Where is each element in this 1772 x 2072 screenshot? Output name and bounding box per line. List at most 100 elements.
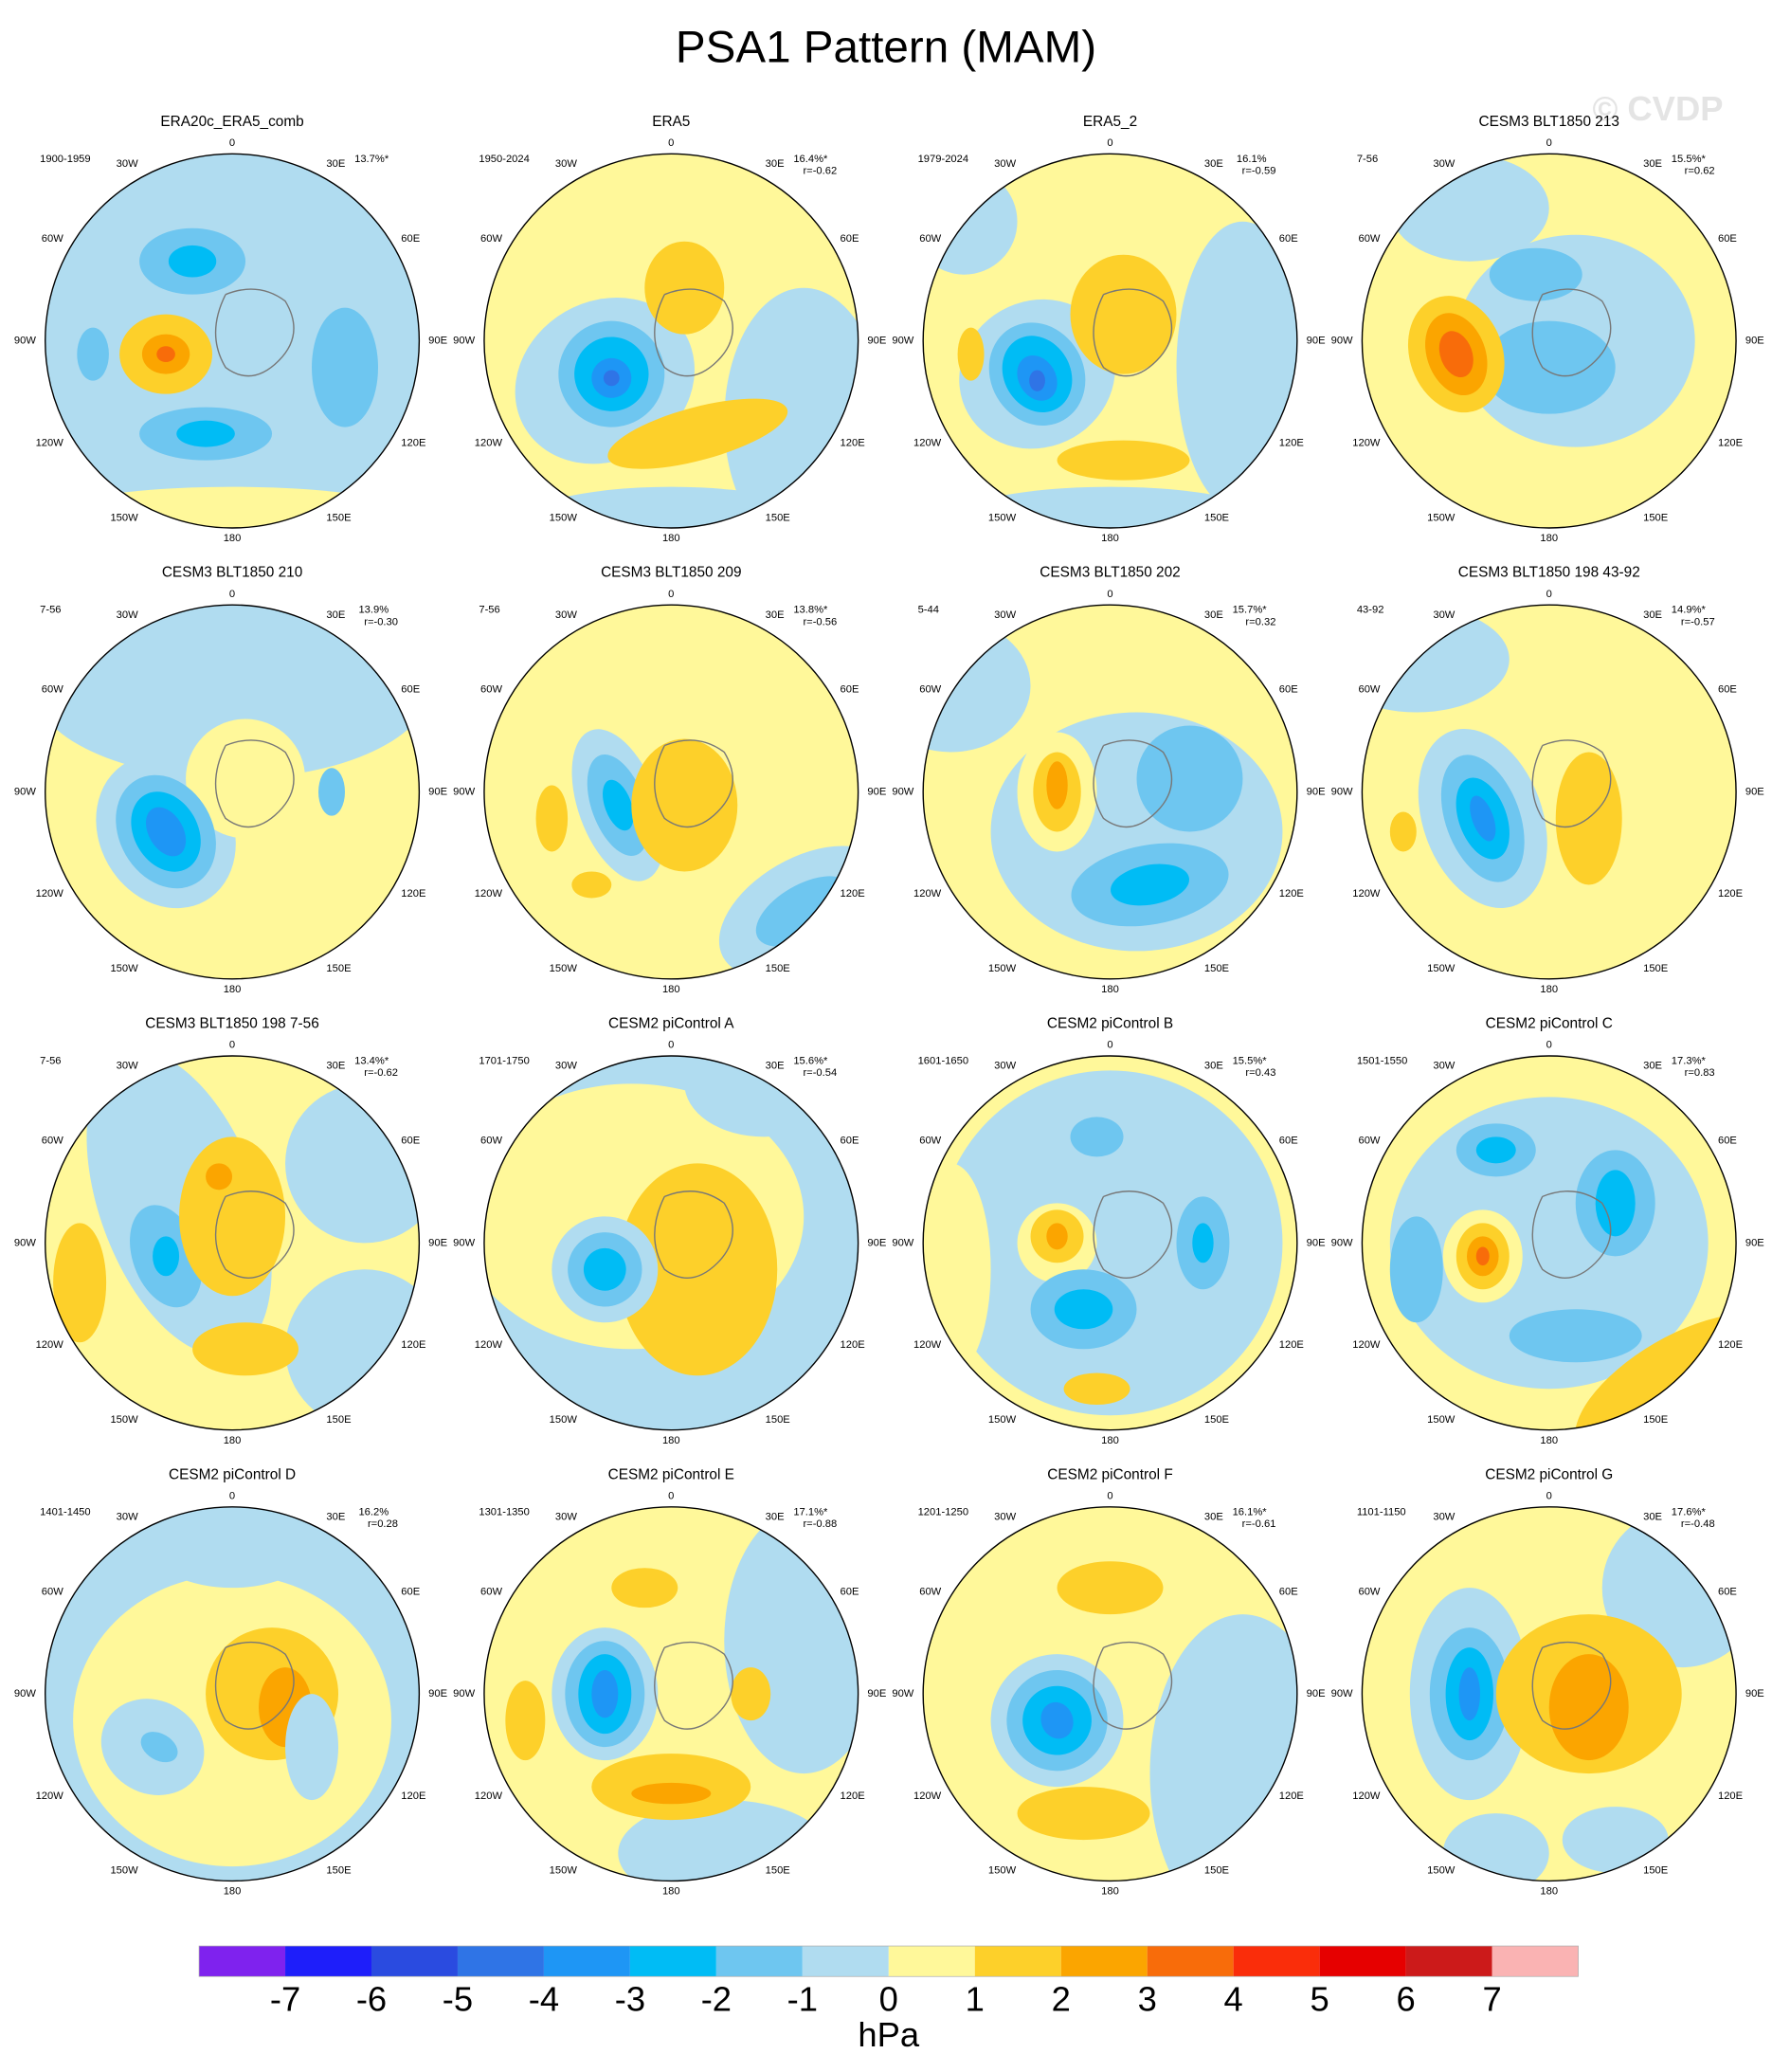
- coastline: [654, 739, 733, 828]
- panel-title: ERA5: [652, 114, 690, 130]
- contour-fill: [1029, 370, 1045, 391]
- longitude-label: 90E: [1745, 786, 1764, 797]
- longitude-label: 30W: [1433, 1511, 1455, 1522]
- longitude-label: 120E: [841, 1790, 865, 1802]
- longitude-label: 30E: [326, 158, 345, 170]
- map-panel: ERA20c_ERA5_comb 1900-1959 13.7%* 0 30E 60E 90…: [14, 114, 447, 544]
- longitude-label: 120W: [36, 1339, 64, 1351]
- panel-title: CESM3 BLT1850 198 7-56: [145, 1015, 318, 1031]
- panel-period: 1900-1959: [40, 154, 91, 165]
- longitude-label: 60E: [401, 1136, 420, 1147]
- longitude-label: 30W: [555, 1061, 577, 1072]
- contour-field: [45, 1055, 420, 1430]
- longitude-label: 30E: [1643, 1511, 1662, 1522]
- panel-title: CESM3 BLT1850 213: [1479, 114, 1619, 130]
- map-border: [1361, 1055, 1737, 1431]
- longitude-label: 60E: [1718, 1136, 1737, 1147]
- panel-variance: 15.6%*: [793, 1056, 828, 1067]
- contour-fill: [1046, 1223, 1068, 1250]
- longitude-label: 180: [662, 533, 680, 544]
- map-border: [1361, 604, 1737, 980]
- figure-title: PSA1 Pattern (MAM): [676, 23, 1096, 73]
- panel-period: 1401-1450: [40, 1506, 91, 1518]
- coastline: [1093, 288, 1173, 377]
- map-border: [922, 153, 1298, 529]
- contour-fill: [153, 1236, 180, 1277]
- longitude-label: 90W: [1331, 336, 1353, 347]
- colorbar-tick-label: 1: [966, 1979, 985, 2018]
- contour-fill: [1389, 1216, 1443, 1323]
- longitude-label: 180: [1540, 533, 1558, 544]
- longitude-label: 150E: [1204, 963, 1229, 974]
- longitude-label: 30W: [117, 1511, 138, 1522]
- longitude-label: 90E: [1745, 1688, 1764, 1699]
- longitude-label: 30W: [117, 158, 138, 170]
- longitude-label: 150W: [550, 1865, 578, 1877]
- contour-field: [483, 605, 859, 979]
- contour-fill: [1192, 1223, 1214, 1263]
- panel-correlation: r=0.28: [368, 1518, 398, 1530]
- longitude-label: 60E: [401, 684, 420, 696]
- contour-field: [1362, 154, 1737, 528]
- panel-period: 7-56: [1357, 154, 1378, 165]
- contour-fill: [607, 398, 788, 469]
- longitude-label: 0: [229, 137, 235, 149]
- colorbar-box: [715, 1946, 803, 1977]
- longitude-label: 0: [668, 1491, 674, 1502]
- contour-fill: [937, 1070, 1283, 1416]
- panel-variance: 13.9%: [358, 605, 389, 616]
- longitude-label: 60E: [841, 1586, 859, 1597]
- longitude-label: 90W: [14, 1688, 36, 1699]
- longitude-label: 0: [1107, 1491, 1112, 1502]
- contour-fill: [1548, 1654, 1629, 1761]
- contour-field: [1362, 605, 1737, 979]
- contour-fill: [957, 327, 985, 381]
- panel-title: CESM3 BLT1850 210: [162, 565, 302, 581]
- panel-correlation: r=-0.30: [364, 616, 398, 627]
- longitude-label: 0: [229, 1040, 235, 1051]
- coastline: [654, 1190, 733, 1279]
- coastline: [214, 288, 295, 377]
- contour-fill: [631, 1782, 712, 1805]
- longitude-label: 30E: [1204, 609, 1223, 621]
- map-panel: CESM2 piControl C 1501-1550 17.3%*r=0.83 0 3…: [1331, 1015, 1764, 1445]
- longitude-label: 0: [229, 1491, 235, 1502]
- longitude-label: 0: [229, 589, 235, 600]
- contour-field: [1362, 1055, 1737, 1430]
- longitude-label: 120E: [401, 888, 425, 900]
- panel-title: CESM2 piControl F: [1047, 1466, 1172, 1482]
- contour-fill: [140, 1732, 178, 1763]
- longitude-label: 120E: [841, 437, 865, 448]
- map-panel: CESM2 piControl A 1701-1750 15.6%*r=-0.54 0…: [453, 1015, 886, 1445]
- panel-correlation: r=0.83: [1685, 1067, 1715, 1079]
- colorbar-tick-label: 4: [1224, 1979, 1243, 2018]
- longitude-label: 120W: [36, 1790, 64, 1802]
- longitude-label: 30E: [326, 1061, 345, 1072]
- longitude-label: 120W: [1352, 1339, 1381, 1351]
- coastline: [1531, 1190, 1612, 1279]
- contour-fill: [644, 241, 725, 335]
- colorbar-box: [285, 1946, 371, 1977]
- map-panel: ERA5 1950-2024 16.4%*r=-0.62 0 30E 60E 90E 120E…: [453, 114, 886, 544]
- contour-field: [483, 1506, 859, 1881]
- longitude-label: 60E: [1718, 684, 1737, 696]
- longitude-label: 150E: [1204, 1414, 1229, 1426]
- coastline: [1531, 1641, 1612, 1730]
- colorbar-tick-label: -3: [615, 1979, 645, 2018]
- coastline: [1093, 1641, 1173, 1730]
- longitude-label: 60E: [1279, 684, 1298, 696]
- longitude-label: 0: [1546, 137, 1552, 149]
- contour-fill: [1438, 331, 1474, 378]
- contour-fill: [1595, 1170, 1636, 1237]
- longitude-label: 30W: [1433, 158, 1455, 170]
- longitude-label: 0: [1107, 1040, 1112, 1051]
- longitude-label: 120W: [1352, 437, 1381, 448]
- map-panel: CESM3 BLT1850 209 7-56 13.8%*r=-0.56 0 30E 60…: [453, 565, 886, 995]
- longitude-label: 150E: [766, 512, 790, 523]
- longitude-label: 180: [224, 533, 242, 544]
- longitude-label: 90W: [14, 786, 36, 797]
- colorbar-box: [974, 1946, 1061, 1977]
- longitude-label: 60W: [42, 1136, 63, 1147]
- longitude-label: 60W: [480, 684, 502, 696]
- longitude-label: 0: [668, 589, 674, 600]
